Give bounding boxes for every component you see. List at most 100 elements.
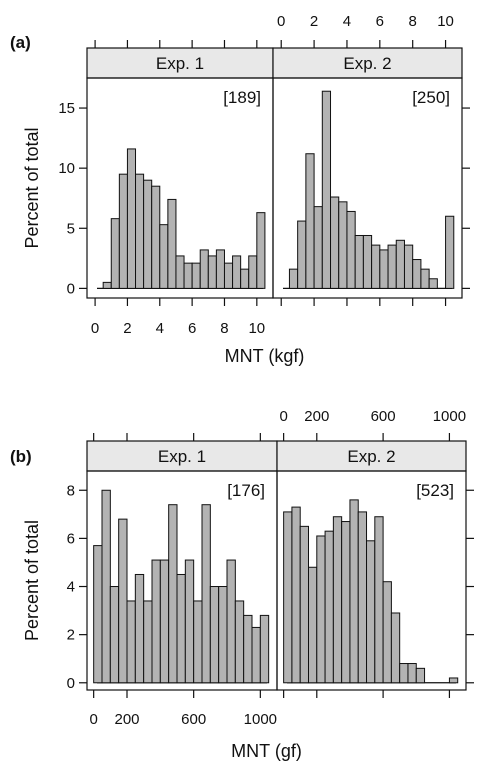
panel-letter: (b): [10, 447, 32, 466]
histogram-bar: [101, 489, 111, 684]
histogram-bar: [151, 559, 161, 684]
y-tick-label: 8: [67, 482, 75, 499]
count-label: [189]: [223, 88, 261, 107]
histogram-bar: [109, 586, 120, 684]
histogram-bar: [159, 559, 170, 684]
histogram-bar: [193, 600, 203, 684]
histogram-bar: [248, 255, 258, 289]
histogram-bar: [243, 614, 253, 684]
histogram-bar: [390, 612, 401, 684]
x-tick-label-top: 6: [376, 13, 384, 30]
x-tick-label-top: 200: [304, 408, 329, 425]
histogram-bar: [420, 268, 430, 289]
histogram-bar: [126, 600, 136, 684]
histogram-bar: [349, 499, 359, 684]
y-tick-label: 2: [67, 627, 75, 644]
histogram-bar: [324, 530, 334, 684]
count-label: [250]: [412, 88, 450, 107]
histogram-bar: [354, 234, 364, 289]
x-tick-label: 200: [114, 711, 139, 728]
strip-label: Exp. 1: [158, 447, 206, 466]
x-axis-title: MNT (gf): [231, 741, 302, 761]
count-label: [523]: [416, 481, 454, 500]
histogram-bar: [143, 600, 153, 684]
histogram-bar: [403, 244, 414, 289]
histogram-bar: [135, 173, 145, 289]
x-tick-label: 4: [156, 320, 164, 337]
histogram-bar: [297, 220, 307, 289]
panel-letter: (a): [10, 33, 31, 52]
x-tick-label-top: 8: [409, 13, 417, 30]
histogram-bar: [399, 663, 409, 684]
histogram-bar: [191, 262, 201, 289]
histogram-bar: [387, 244, 397, 289]
histogram-bar: [382, 581, 392, 684]
x-tick-label: 2: [123, 320, 131, 337]
x-tick-label-top: 10: [437, 13, 454, 30]
y-tick-label: 6: [67, 530, 75, 547]
chart-0: (a) Percent of total Exp. 1 [189] 0 2 4 6 8 10 Exp…: [10, 13, 470, 366]
histogram-bar: [330, 196, 340, 289]
histogram-bar: [151, 185, 161, 289]
count-label: [176]: [227, 481, 265, 500]
histogram-bar: [209, 586, 220, 684]
histogram-bar: [299, 525, 310, 684]
panel-1: Exp. 2 [523] 0 200 600 1000: [276, 408, 467, 698]
strip-header: [86, 440, 278, 472]
histogram-bar: [338, 201, 348, 289]
histogram-bar: [234, 600, 245, 684]
x-tick-label-top: 2: [310, 13, 318, 30]
chart-1: (b) Percent of total Exp. 1 [176] 0 200 6 0 0 100…: [10, 408, 474, 761]
histogram-bar: [218, 586, 228, 684]
y-tick-label: 0: [67, 675, 75, 692]
histogram-bar: [428, 278, 438, 289]
histogram-bar: [176, 573, 186, 684]
histogram-bar: [316, 535, 326, 684]
histogram-bar: [305, 153, 315, 289]
x-tick-label-top: 0: [277, 13, 285, 30]
histogram-bar: [143, 179, 153, 289]
histogram-bar: [118, 173, 128, 289]
histogram-bar: [240, 268, 250, 289]
histogram-bar: [308, 566, 318, 684]
x-tick-label: 8: [220, 320, 228, 337]
y-tick-label: 10: [58, 160, 75, 177]
histogram-bar: [445, 215, 455, 289]
y-tick-label: 4: [67, 579, 75, 596]
histogram-bar: [288, 268, 299, 289]
histogram-bar: [207, 255, 217, 289]
histogram-bar: [199, 249, 209, 289]
y-axis-title: Percent of total: [22, 127, 42, 248]
histogram-bar: [183, 262, 193, 289]
y-tick-label: 15: [58, 100, 75, 117]
histogram-bar: [93, 545, 103, 684]
histogram-bar: [168, 504, 178, 684]
x-tick-label-top: 0: [279, 408, 287, 425]
strip-label: Exp. 1: [156, 54, 204, 73]
x-tick-label: 1000: [244, 711, 277, 728]
x-tick-label: 0: [91, 320, 99, 337]
histogram-bar: [167, 198, 177, 289]
histogram-bar: [407, 663, 417, 684]
histogram-bar: [215, 249, 225, 289]
x-tick-label: 6: [188, 320, 196, 337]
histogram-bar: [256, 212, 266, 289]
histogram-bar: [175, 255, 185, 289]
y-tick-label: 0: [67, 280, 75, 297]
strip-label: Exp. 2: [343, 54, 391, 73]
x-tick-label-top: 1000: [433, 408, 466, 425]
x-axis-title: MNT (kgf): [225, 346, 305, 366]
histogram-bar: [283, 511, 293, 684]
histogram-bar: [362, 234, 373, 289]
histogram-bar: [226, 559, 236, 684]
y-axis-title: Percent of total: [22, 520, 42, 641]
x-tick-label: 0: [89, 711, 97, 728]
x-tick-label-top: 4: [343, 13, 351, 30]
histogram-bar: [448, 677, 459, 684]
histogram-bar: [395, 239, 405, 289]
histogram-bar: [184, 559, 195, 684]
histogram-bar: [291, 506, 301, 684]
strip-label: Exp. 2: [347, 447, 395, 466]
histogram-bar: [110, 218, 120, 289]
